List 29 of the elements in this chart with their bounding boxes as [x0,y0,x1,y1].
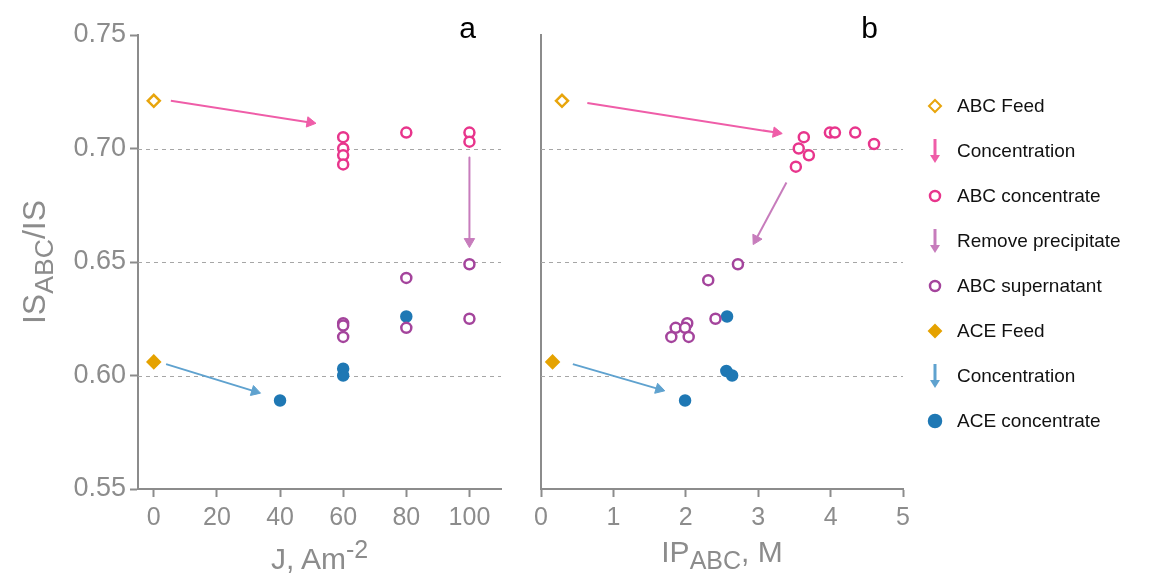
x-tick-label: 60 [329,501,358,530]
legend-label: ACE concentrate [957,409,1101,432]
y-tick-label: 0.55 [73,472,126,503]
x-tick-label: 4 [823,501,838,530]
y-tick-label: 0.75 [73,18,126,49]
legend-label: Remove precipitate [957,229,1121,252]
x-tick-label: 2 [678,501,693,530]
x-tick-label: 80 [392,501,421,530]
y-tick-label: 0.65 [73,245,126,276]
x-tick-label: 5 [896,501,910,530]
annotation: a [459,11,477,45]
legend-label: ACE Feed [957,319,1045,342]
x-tick-label: 100 [448,501,491,530]
legend-label: Concentration [957,364,1076,387]
legend-label: ABC Feed [957,94,1045,117]
x-axis-title: J, Am$^{-2}$ [270,535,369,576]
x-tick-label: 40 [266,501,294,530]
y-tick-label: 0.60 [73,358,126,389]
y-tick-label: 0.70 [73,131,126,162]
legend-label: ABC supernatant [957,274,1102,297]
x-axis-title: IP$_{ABC}$, M [661,535,783,575]
legend-label: ABC concentrate [957,184,1101,207]
x-tick-label: 20 [203,501,231,530]
x-tick-label: 0 [534,501,548,530]
x-tick-label: 3 [751,501,766,530]
x-tick-label: 1 [606,501,621,530]
legend-label: Concentration [957,139,1076,162]
x-tick-label: 0 [146,501,161,530]
annotation: b [861,11,878,45]
